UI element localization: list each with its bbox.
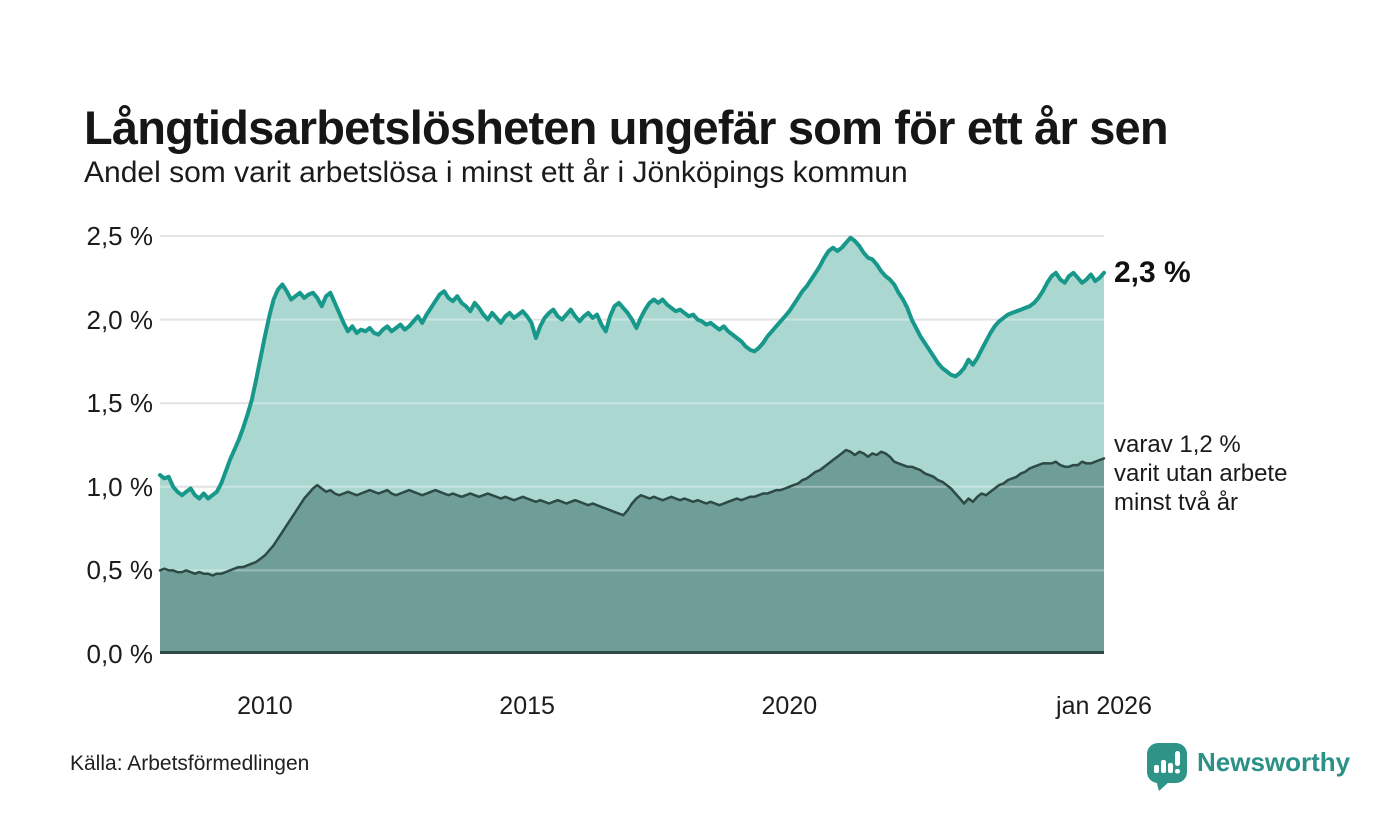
y-tick-label: 2,0 %: [86, 304, 154, 335]
y-axis: 2,5 % 2,0 % 1,5 % 1,0 % 0,5 % 0,0 %: [8, 222, 154, 668]
series2-end-label-line1: varav 1,2 %: [1114, 431, 1241, 459]
series2-end-label-line3: minst två år: [1114, 489, 1239, 517]
newsworthy-bubble-icon: [1147, 743, 1187, 791]
x-tick-label: 2015: [499, 692, 555, 720]
y-tick-label: 2,5 %: [86, 221, 154, 251]
newsworthy-wordmark: Newsworthy: [1197, 747, 1351, 777]
area-chart: [158, 235, 1106, 654]
series2-end-value-label: varav 1,2 % varit utan arbete minst två …: [1114, 430, 1287, 517]
chart-subtitle: Andel som varit arbetslösa i minst ett å…: [84, 156, 908, 189]
series2-end-label-line2: varit utan arbete: [1114, 460, 1288, 488]
y-tick-label: 1,0 %: [86, 471, 154, 502]
newsworthy-logo[interactable]: Newsworthy: [1146, 742, 1350, 792]
y-tick-label: 1,5 %: [86, 388, 154, 419]
x-tick-label: 2010: [237, 692, 293, 720]
source-note: Källa: Arbetsförmedlingen: [70, 752, 310, 775]
y-tick-label: 0,5 %: [86, 555, 154, 586]
series1-end-value-label: 2,3 %: [1114, 255, 1191, 289]
chart-title: Långtidsarbetslösheten ungefär som för e…: [84, 101, 1169, 155]
x-tick-label: 2020: [761, 692, 818, 720]
x-axis: 2010 2015 2020 jan 2026: [160, 692, 1152, 722]
x-tick-label: jan 2026: [1056, 692, 1152, 720]
y-tick-label: 0,0 %: [86, 639, 154, 669]
